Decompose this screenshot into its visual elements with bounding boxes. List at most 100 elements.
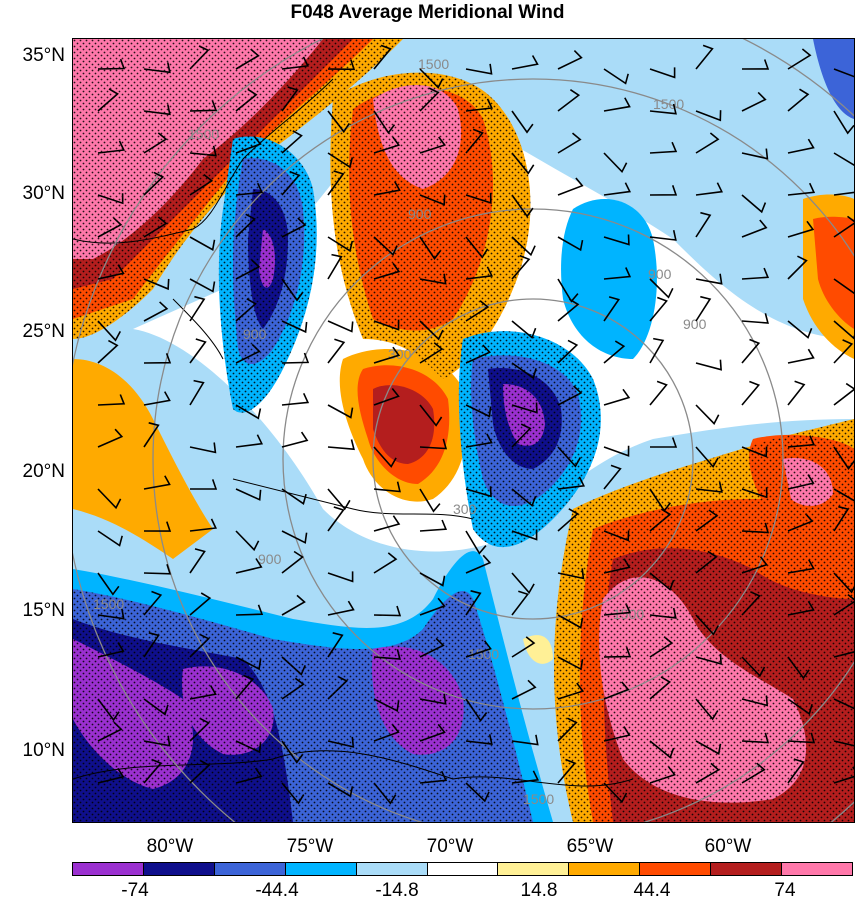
wind-barb [327,736,355,748]
colorbar-swatch-11 [782,863,852,875]
colorbar-label-1: -74 [121,880,149,901]
wind-barb [97,193,124,205]
wind-barb [833,698,854,710]
wind-barb [189,173,214,196]
coastline-greater-antilles [232,478,474,520]
contour-label: 300 [388,346,412,362]
wind-barb [603,782,628,804]
wind-barb [695,509,719,532]
wind-barb [557,758,577,784]
wind-barb [649,766,676,784]
wind-barb [327,571,354,583]
wind-barb [189,685,217,700]
contour-label: 1500 [188,126,219,142]
lat-label-25n: 25°N [22,321,65,342]
wind-barb [235,767,263,784]
wind-barb [787,698,813,716]
wind-barb [511,152,535,175]
wind-barb [419,136,447,154]
wind-barb [741,148,769,160]
wind-barb [465,734,493,746]
wind-barb [695,614,719,636]
wind-barb [419,693,447,705]
wind-barb [465,554,492,574]
wind-barb [281,677,305,700]
wind-barb [649,508,672,532]
wind-barb [741,591,761,616]
negative-corner-ne [813,39,854,119]
wind-barb [741,59,770,70]
colorbar-label-5: 44.4 [633,880,671,901]
wind-barb [787,182,816,196]
wind-barb [465,782,490,803]
wind-barb [511,402,538,414]
wind-barb [695,404,720,425]
wind-barb [327,170,345,196]
wind-barb [557,508,579,532]
wind-barb [695,550,718,574]
map-canvas: 1500 1500 1500 900 900 900 900 300 300 900 1500 150… [73,39,854,822]
wind-barb [235,182,264,196]
wind-barb [465,486,492,498]
wind-barb [373,552,398,574]
wind-barb [741,219,768,238]
wind-barb [511,636,536,658]
wind-barb [97,530,123,547]
wind-barb [557,656,584,671]
colorbar-swatch-3 [214,863,286,875]
wind-barb [649,230,677,241]
contour-label: 1500 [523,791,554,807]
wind-barb [741,313,769,324]
wind-barb [143,301,169,322]
contour-label: 1500 [418,56,449,72]
wind-barb [189,633,210,658]
wind-barb [695,698,719,721]
wind-barb [787,656,810,680]
wind-barb [235,259,261,280]
lat-label-35n: 35°N [22,45,65,66]
wind-barb [833,740,854,747]
wind-barb [419,273,447,285]
contour-label: 900 [648,266,672,282]
wind-barb [557,298,580,322]
contour-label: 900 [683,316,707,332]
wind-barb [189,295,206,322]
wind-barb [787,474,815,490]
wind-barb [419,488,441,513]
wind-barb [787,348,815,364]
wind-barb [419,637,445,658]
wind-barb [419,236,442,260]
colorbar-swatch-4 [285,863,357,875]
wind-barb [511,236,536,257]
wind-barb [373,262,401,280]
lon-label-80w: 80°W [146,836,194,857]
wind-barb [603,182,632,196]
wind-barb [143,563,172,575]
colorbar-swatch-10 [711,863,783,875]
colorbar-swatch-1 [73,863,144,875]
wind-barb [787,48,812,70]
lat-label-10n: 10°N [22,740,65,761]
wind-barb [235,604,264,616]
wind-barb [603,681,630,700]
wind-barb [373,698,400,713]
wind-barb [465,698,488,722]
wind-barb [143,590,163,616]
wind-barb [787,138,815,154]
colorbar-swatch-9 [640,863,712,875]
wind-barb [787,255,808,280]
wind-barb [143,632,160,658]
wind-barb [511,362,537,380]
wind-barb [557,568,585,580]
wind-barb [281,86,299,112]
wind-barb [373,346,401,364]
wind-barb [97,217,123,238]
wind-barb [419,597,446,616]
colorbar [72,862,853,876]
wind-barb [603,388,631,406]
wind-barb [557,339,579,364]
contour-label: 1500 [653,96,684,112]
wind-barb [511,734,539,746]
wind-barb [649,437,678,448]
wind-barb [649,67,676,79]
